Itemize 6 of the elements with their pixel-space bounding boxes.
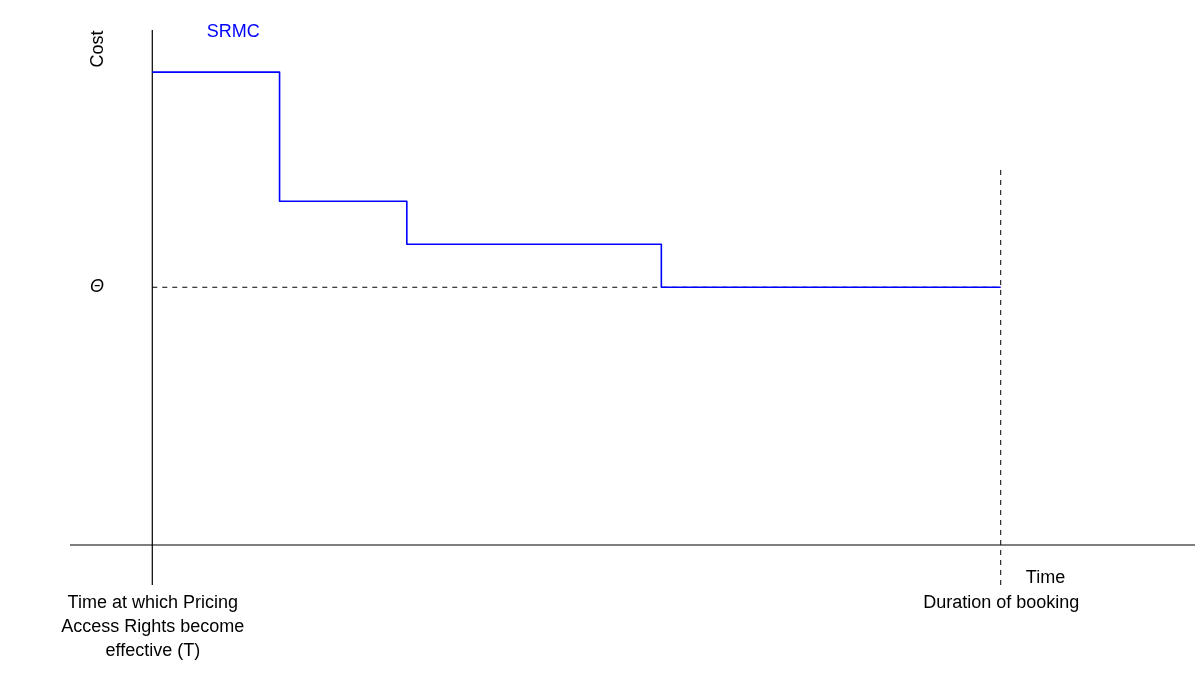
- x-tick-label: Duration of booking: [923, 591, 1080, 612]
- y-axis-title: Cost: [86, 30, 107, 68]
- ref-line-label: Θ: [89, 276, 105, 297]
- x-axis-title: Time: [1025, 566, 1066, 587]
- x-tick-label: Time at which Pricing Access Rights become effective (T): [61, 591, 245, 660]
- series-label: SRMC: [206, 21, 260, 42]
